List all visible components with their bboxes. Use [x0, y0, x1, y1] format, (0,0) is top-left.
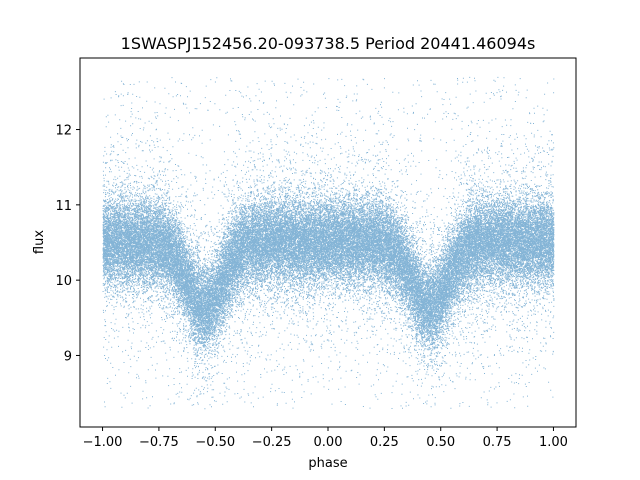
data-points: [102, 76, 555, 410]
x-axis: −1.00 −0.75 −0.50 −0.25 0.00 0.25 0.50 0.75 1.00: [83, 427, 568, 450]
x-tick-label: 0.50: [426, 435, 455, 450]
y-tick-label: 10: [55, 274, 72, 289]
y-axis: 9 10 11 12: [55, 124, 80, 364]
y-tick-label: 12: [55, 124, 72, 139]
y-tick-label: 9: [64, 349, 72, 364]
x-axis-label: phase: [308, 456, 347, 471]
x-tick-label: −0.75: [139, 435, 179, 450]
scatter-points: [102, 76, 555, 410]
y-tick-label: 11: [55, 199, 72, 214]
x-tick-label: 0.25: [370, 435, 399, 450]
x-tick-label: 1.00: [539, 435, 568, 450]
y-axis-label: flux: [32, 230, 47, 254]
chart-title: 1SWASPJ152456.20-093738.5 Period 20441.4…: [121, 34, 536, 53]
x-tick-label: −1.00: [83, 435, 123, 450]
x-tick-label: 0.00: [314, 435, 343, 450]
x-tick-label: −0.25: [252, 435, 292, 450]
x-tick-label: −0.50: [195, 435, 235, 450]
x-tick-label: 0.75: [483, 435, 512, 450]
